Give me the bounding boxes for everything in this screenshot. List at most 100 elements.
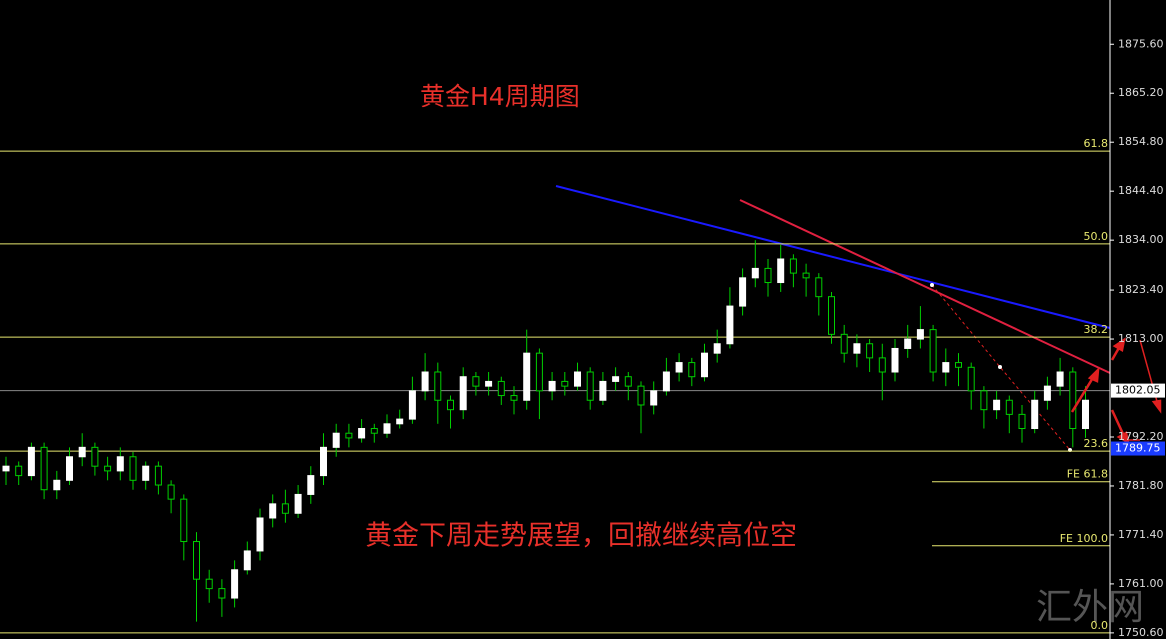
candle-body [853,343,861,354]
candle-body [1082,399,1089,430]
candle-body [650,390,658,406]
candle-body [624,376,632,387]
candle-body [561,380,569,387]
candle-body [701,352,708,378]
candle-body [116,456,124,472]
candle-body [535,352,543,392]
plot [0,150,1110,634]
fib-label: 50.0 [1084,230,1109,243]
candle-body [2,465,10,472]
candle-body [281,503,289,514]
candle-body [180,498,188,543]
y-tick-label: 1865.20 [1118,86,1164,99]
candle-body [828,296,835,335]
candle-body [840,333,848,354]
candle-body [688,362,696,378]
candle-body [586,371,594,401]
fib-label: 61.8 [1084,137,1109,150]
candle-body [955,362,962,368]
candle-body [142,465,150,481]
y-tick-label: 1844.40 [1118,184,1164,197]
y-tick-label: 1792.20 [1118,430,1164,443]
fib-label: 23.6 [1084,437,1109,450]
candle-body [916,329,924,340]
candle-body [15,465,23,477]
candle-body [510,395,518,401]
candle-body [205,578,213,590]
point [998,365,1002,369]
candle-body [345,432,353,439]
candle-body [574,371,581,387]
arrows [1070,337,1162,445]
price-marker-label: 1789.75 [1115,442,1161,455]
candle-body [993,399,1001,411]
candle-body [1031,399,1039,430]
chart-title: 黄金H4周期图 [420,82,580,111]
y-tick-label: 1771.40 [1118,528,1164,541]
candle-body [1056,371,1064,387]
candle-body [739,277,747,307]
candle-body [370,428,378,434]
y-tick-label: 1875.60 [1118,37,1164,50]
candle-body [358,428,366,439]
candle-body [967,366,975,392]
candle-body [726,305,734,345]
fib-label: 0.0 [1091,619,1109,632]
candle-body [980,390,988,411]
candle-body [243,550,251,571]
y-tick-label: 1781.80 [1118,479,1164,492]
candle-body [472,376,480,387]
y-tick-label: 1823.40 [1118,283,1164,296]
candle-body [27,446,35,477]
price-marker-box [1111,383,1165,398]
price-marker-box [1111,441,1165,456]
trend-line [739,199,1111,374]
candle-body [878,357,886,373]
candle-body [66,456,73,481]
candle-body [1018,413,1026,430]
candle-body [218,588,226,599]
candle-body [1043,385,1051,401]
candle-body [891,347,899,373]
candle-body [662,371,670,392]
y-tick-label: 1813.00 [1118,332,1164,345]
fe-label: FE 100.0 [1060,532,1108,545]
candle-body [713,343,721,354]
candle-body [815,277,823,298]
candle-body [396,418,404,425]
candle-body [548,380,556,392]
fib-label: 38.2 [1084,323,1109,336]
candle-body [53,479,61,491]
point [930,283,934,287]
candle-body [421,371,429,392]
candle-body [789,258,797,274]
candle-body [104,465,112,472]
candle-body [1005,399,1013,415]
candle-body [675,362,683,373]
candle-body [332,432,340,448]
candle-body [485,380,493,387]
watermark: 汇外网 [1036,587,1144,628]
candle-body [612,376,620,382]
candle-body [91,446,99,467]
candle-body [408,390,416,420]
candle-body [447,399,454,411]
candle-body [269,503,277,519]
candle-body [904,338,912,349]
candle-body [599,380,607,401]
candle-body [434,371,442,401]
candle-body [637,385,645,406]
candle-body [78,446,86,458]
candle-body [193,541,200,580]
candle-body [307,475,315,495]
y-tick-label: 1854.80 [1118,135,1164,148]
candle-body [40,446,48,491]
candle-body [167,484,175,500]
candle-body [383,423,391,434]
candle-body [129,456,137,481]
candle-body [1069,371,1077,430]
y-tick-label: 1750.60 [1118,626,1164,639]
fe-label: FE 61.8 [1067,468,1108,481]
